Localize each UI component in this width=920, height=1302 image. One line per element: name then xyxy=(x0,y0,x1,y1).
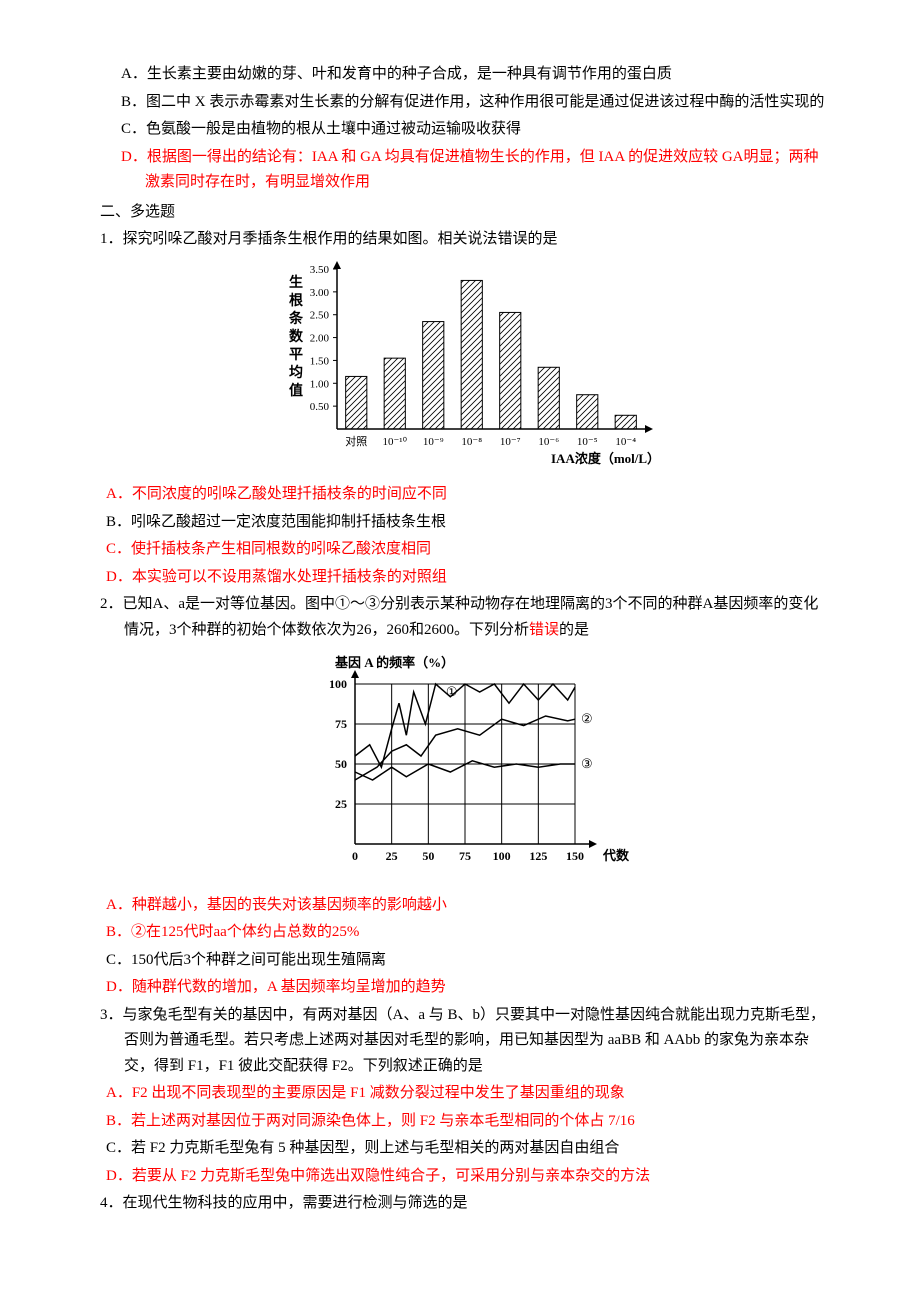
q3-option-A: A．F2 出现不同表现型的主要原因是 F1 减数分裂过程中发生了基因重组的现象 xyxy=(100,1081,830,1107)
svg-text:IAA浓度（mol/L）: IAA浓度（mol/L） xyxy=(551,451,655,466)
svg-text:3.00: 3.00 xyxy=(310,286,330,298)
q1-option-A: A．不同浓度的吲哚乙酸处理扦插枝条的时间应不同 xyxy=(100,482,830,508)
svg-text:①: ① xyxy=(446,684,458,699)
q3-option-B: B．若上述两对基因位于两对同源染色体上，则 F2 与亲本毛型相同的个体占 7/1… xyxy=(100,1109,830,1135)
svg-text:10⁻⁴: 10⁻⁴ xyxy=(615,436,636,448)
svg-text:2.00: 2.00 xyxy=(310,332,330,344)
prev-option-D: D．根据图一得出的结论有：IAA 和 GA 均具有促进植物生长的作用，但 IAA… xyxy=(100,145,830,196)
q1-stem: 1．探究吲哚乙酸对月季插条生根作用的结果如图。相关说法错误的是 xyxy=(100,227,830,253)
svg-text:10⁻⁸: 10⁻⁸ xyxy=(461,436,482,448)
svg-text:值: 值 xyxy=(289,382,303,399)
svg-text:对照: 对照 xyxy=(345,434,367,448)
svg-text:125: 125 xyxy=(529,849,547,863)
svg-text:75: 75 xyxy=(335,717,347,731)
q2-chart: 基因 A 的频率（%） 0 25 50 75 100 125 150 25 50 75 100 ① ② ③ 代… xyxy=(100,649,830,889)
q2-option-B: B．②在125代时aa个体约占总数的25% xyxy=(100,920,830,946)
svg-text:0: 0 xyxy=(352,849,358,863)
svg-text:0.50: 0.50 xyxy=(310,401,330,413)
svg-text:50: 50 xyxy=(335,757,347,771)
svg-text:生: 生 xyxy=(289,274,303,291)
svg-text:条: 条 xyxy=(288,310,304,327)
svg-text:根: 根 xyxy=(289,292,304,309)
svg-text:150: 150 xyxy=(566,849,584,863)
svg-text:③: ③ xyxy=(581,756,593,771)
q2-option-C: C．150代后3个种群之间可能出现生殖隔离 xyxy=(100,948,830,974)
svg-text:10⁻⁵: 10⁻⁵ xyxy=(577,436,598,448)
svg-text:25: 25 xyxy=(386,849,398,863)
svg-text:25: 25 xyxy=(335,797,347,811)
q3-option-C: C．若 F2 力克斯毛型兔有 5 种基因型，则上述与毛型相关的两对基因自由组合 xyxy=(100,1136,830,1162)
q3-stem: 3．与家兔毛型有关的基因中，有两对基因（A、a 与 B、b）只要其中一对隐性基因… xyxy=(100,1003,830,1080)
svg-text:50: 50 xyxy=(422,849,434,863)
svg-text:平: 平 xyxy=(289,347,303,363)
svg-text:75: 75 xyxy=(459,849,471,863)
prev-option-B: B．图二中 X 表示赤霉素对生长素的分解有促进作用，这种作用很可能是通过促进该过… xyxy=(100,90,830,116)
prev-option-A: A．生长素主要由幼嫩的芽、叶和发育中的种子合成，是一种具有调节作用的蛋白质 xyxy=(100,62,830,88)
svg-text:1.50: 1.50 xyxy=(310,355,330,367)
svg-text:基因 A 的频率（%）: 基因 A 的频率（%） xyxy=(334,655,454,670)
svg-text:1.00: 1.00 xyxy=(310,378,330,390)
prev-option-C: C．色氨酸一般是由植物的根从土壤中通过被动运输吸收获得 xyxy=(100,117,830,143)
q1-option-C: C．使扦插枝条产生相同根数的吲哚乙酸浓度相同 xyxy=(100,537,830,563)
q2-stem: 2．已知A、a是一对等位基因。图中①～③分别表示某种动物存在地理隔离的3个不同的… xyxy=(100,592,830,643)
svg-text:3.50: 3.50 xyxy=(310,264,330,276)
q2-option-D: D．随种群代数的增加，A 基因频率均呈增加的趋势 xyxy=(100,975,830,1001)
q1-chart: 0.50 1.00 1.50 2.00 2.50 3.00 3.50 生根条数平均值对照 10⁻… xyxy=(100,259,830,479)
q3-option-D: D．若要从 F2 力克斯毛型兔中筛选出双隐性纯合子，可采用分别与亲本杂交的方法 xyxy=(100,1164,830,1190)
svg-text:10⁻¹⁰: 10⁻¹⁰ xyxy=(382,436,407,448)
svg-text:100: 100 xyxy=(329,677,347,691)
svg-text:代数: 代数 xyxy=(602,848,630,863)
svg-text:2.50: 2.50 xyxy=(310,309,330,321)
svg-text:10⁻⁶: 10⁻⁶ xyxy=(538,436,559,448)
svg-text:100: 100 xyxy=(493,849,511,863)
q1-option-B: B．吲哚乙酸超过一定浓度范围能抑制扦插枝条生根 xyxy=(100,510,830,536)
svg-text:数: 数 xyxy=(289,328,304,345)
svg-text:均: 均 xyxy=(289,364,303,381)
section-2-header: 二、多选题 xyxy=(100,200,830,226)
q4-stem: 4．在现代生物科技的应用中，需要进行检测与筛选的是 xyxy=(100,1191,830,1217)
svg-text:②: ② xyxy=(581,711,593,726)
q1-option-D: D．本实验可以不设用蒸馏水处理扦插枝条的对照组 xyxy=(100,565,830,591)
svg-text:10⁻⁹: 10⁻⁹ xyxy=(423,436,444,448)
svg-text:10⁻⁷: 10⁻⁷ xyxy=(500,436,521,448)
q2-option-A: A．种群越小，基因的丧失对该基因频率的影响越小 xyxy=(100,893,830,919)
